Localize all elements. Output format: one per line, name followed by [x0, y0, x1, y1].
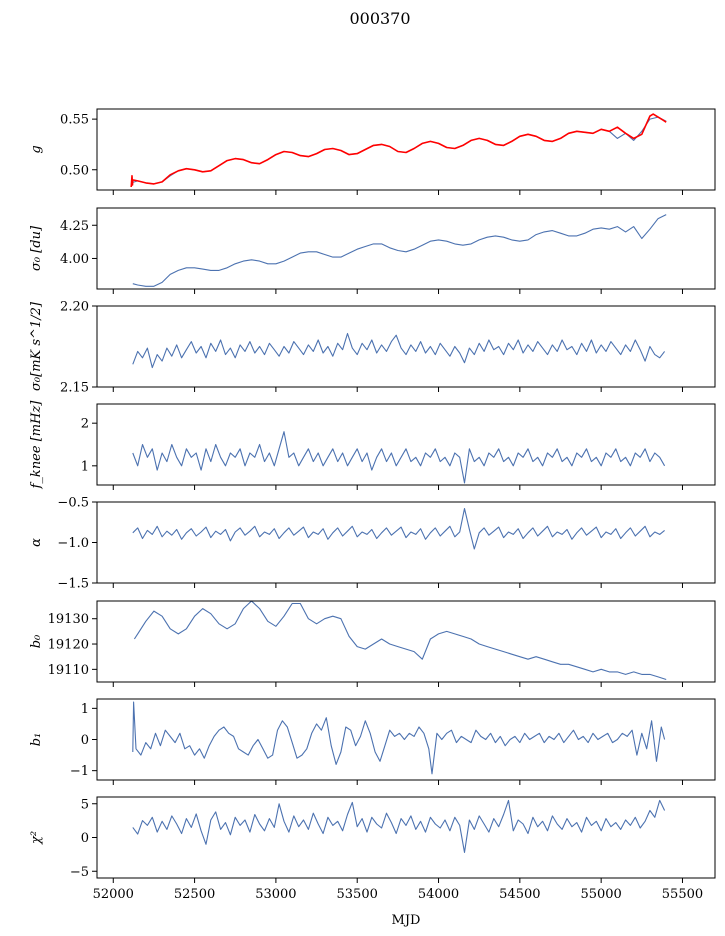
y-axis-label: σ₀[mK s^1/2] — [29, 301, 44, 391]
series-line-1 — [132, 701, 666, 775]
y-axis-label: b₁ — [29, 733, 44, 747]
axes-frame — [96, 600, 716, 683]
subplot-5: −1.5 −1.0 −0.5 α — [29, 496, 716, 592]
series-line-1 — [132, 431, 666, 484]
axes-frame — [96, 108, 716, 191]
subplot-6: 19110 19120 19130 b₀ — [29, 600, 716, 687]
axes-frame — [96, 501, 716, 584]
x-tick-label: 55000 — [580, 887, 621, 902]
y-tick-label: 2.15 — [60, 381, 89, 396]
subplot-3: 2.15 2.20 σ₀[mK s^1/2] — [29, 300, 716, 396]
x-tick-label: 52500 — [174, 887, 215, 902]
y-tick-label: 0 — [81, 733, 89, 748]
y-tick-label: −5 — [70, 865, 89, 880]
y-tick-label: 1 — [81, 702, 89, 717]
y-tick-label: 19120 — [48, 638, 89, 653]
x-tick-label: 54000 — [418, 887, 459, 902]
series-line-1 — [132, 507, 665, 550]
y-tick-label: 19110 — [48, 663, 89, 678]
series-line-1 — [131, 116, 667, 185]
axes-frame — [96, 403, 716, 486]
y-tick-label: 2 — [81, 417, 89, 432]
y-tick-label: 5 — [81, 797, 89, 812]
subplot-4: 1 2 f_knee [mHz] — [29, 400, 716, 490]
axes-frame — [96, 207, 716, 290]
y-axis-label: f_knee [mHz] — [29, 400, 44, 490]
series-line-1 — [132, 214, 667, 287]
series-line-1 — [132, 332, 666, 369]
subplot-7: −1 0 1 b₁ — [29, 698, 716, 785]
y-tick-label: 4.00 — [60, 252, 89, 267]
y-tick-label: 4.25 — [60, 219, 89, 234]
y-tick-label: 1 — [81, 459, 89, 474]
y-tick-label: 19130 — [48, 612, 89, 627]
y-axis-label: α — [29, 538, 44, 547]
subplot-2: 4.00 4.25 σ₀ [du] — [29, 207, 716, 294]
y-tick-label: −1.0 — [57, 536, 89, 551]
subplot-stack: 0.50 0.55 g 4.00 4.25 σ₀ [du] 2.15 2.20 σ₀[mK s^… — [29, 108, 716, 928]
series-line-1 — [132, 799, 666, 853]
x-tick-label: 52000 — [93, 887, 134, 902]
y-tick-label: 0.55 — [60, 113, 89, 128]
axes-frame — [96, 305, 716, 388]
series-line-1 — [133, 600, 667, 681]
y-tick-label: 0 — [81, 831, 89, 846]
x-tick-label: 53500 — [337, 887, 378, 902]
y-axis-label: g — [29, 145, 44, 153]
y-axis-label: χ² — [29, 831, 44, 845]
y-tick-label: −0.5 — [57, 496, 89, 511]
series-line-2 — [130, 113, 667, 188]
y-tick-label: −1.5 — [57, 577, 89, 592]
y-axis-label: σ₀ [du] — [29, 225, 44, 271]
subplot-8: −5 0 5 52000 52500 53000 53500 54000 54500 55000 5… — [29, 796, 716, 902]
axes-frame — [96, 796, 716, 879]
y-tick-label: 2.20 — [60, 300, 89, 315]
x-tick-label: 54500 — [499, 887, 540, 902]
axes-frame — [96, 698, 716, 781]
y-tick-label: −1 — [70, 764, 89, 779]
x-tick-label: 55500 — [662, 887, 703, 902]
y-axis-label: b₀ — [29, 634, 44, 648]
y-tick-label: 0.50 — [60, 163, 89, 178]
x-tick-label: 53000 — [255, 887, 296, 902]
subplot-1: 0.50 0.55 g — [29, 108, 716, 195]
x-axis-label: MJD — [392, 913, 421, 928]
figure-title: 000370 — [349, 9, 410, 28]
